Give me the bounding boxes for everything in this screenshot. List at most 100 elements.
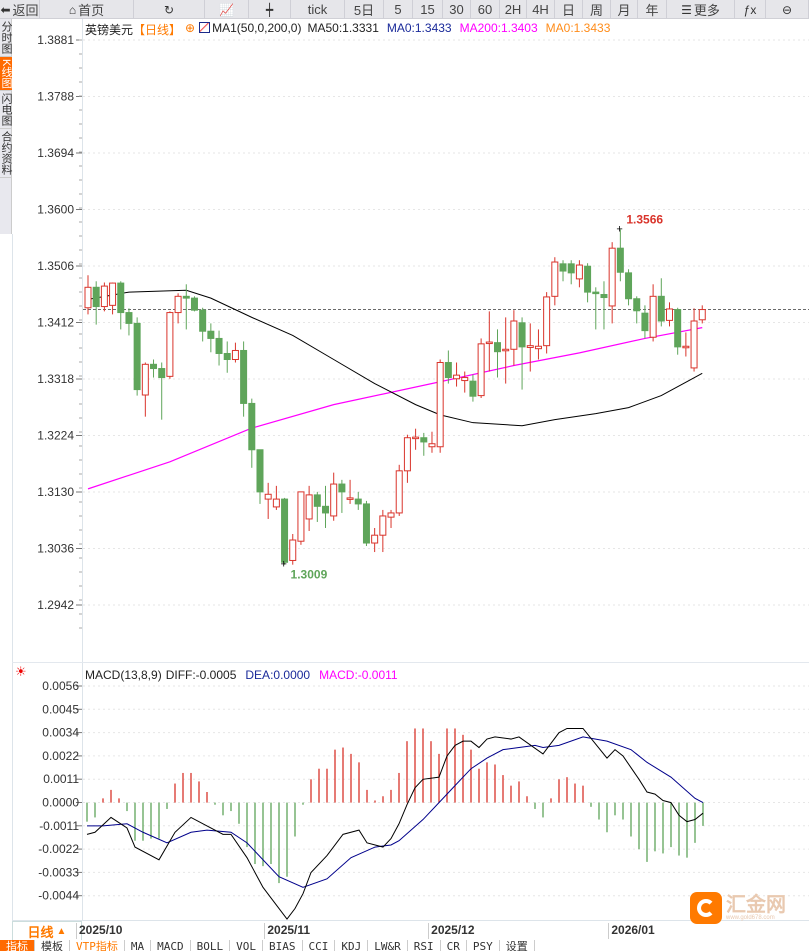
toolbar-button-5[interactable]: tick xyxy=(291,0,345,19)
candle-down xyxy=(182,295,190,299)
candle-down xyxy=(616,247,624,273)
price-tick-label: 1.3130 xyxy=(37,485,74,499)
date-label: 2026/01 xyxy=(608,923,655,939)
toolbar-button-16[interactable]: 年 xyxy=(638,0,667,19)
toolbar-label: 15 xyxy=(420,2,435,17)
candle-down xyxy=(469,380,477,397)
candle-down xyxy=(420,437,428,443)
candle-down xyxy=(444,362,452,379)
indicator-tab-7[interactable]: BIAS xyxy=(263,940,303,951)
indicator-tab-3[interactable]: MA xyxy=(125,940,152,951)
logo-url: www.gold678.com xyxy=(726,915,775,921)
candle-up xyxy=(682,345,690,349)
symbol-name: 英镑美元 xyxy=(85,23,134,37)
indicator-tab-9[interactable]: KDJ xyxy=(335,940,369,951)
macd-tick-label: 0.0045 xyxy=(42,702,79,716)
indicator-tabs: 指标 模板 VTP指标 MA MACD BOLL VOL BIAS CCI KDJ LW&R RSI C… xyxy=(0,940,809,951)
toolbar-button-12[interactable]: 4H xyxy=(527,0,555,19)
indicator-tab-1[interactable]: 模板 xyxy=(35,940,70,951)
indicator-tab-6[interactable]: VOL xyxy=(230,940,263,951)
indicator-tab-0[interactable]: 指标 xyxy=(0,940,35,951)
toolbar-label: 60 xyxy=(477,2,493,17)
ma50-line xyxy=(87,289,703,427)
date-label: 2025/11 xyxy=(264,923,310,939)
zoom-out-icon: ⊖ xyxy=(781,2,793,17)
indicator-tab-8[interactable]: CCI xyxy=(303,940,336,951)
macd-tick-label: -0.0033 xyxy=(38,865,79,879)
candle-up xyxy=(665,308,673,321)
candle-up xyxy=(502,348,510,352)
macd-value: MACD:-0.0011 xyxy=(319,668,398,682)
candle-up xyxy=(453,374,461,380)
indicator-tab-2[interactable]: VTP指标 xyxy=(70,940,125,951)
toolbar-button-indicator-chart[interactable]: 📈 xyxy=(205,0,249,19)
indicator-tab-12[interactable]: CR xyxy=(441,940,467,951)
candlestick-icon: ┿ xyxy=(265,2,274,17)
indicator-tab-11[interactable]: RSI xyxy=(408,940,441,951)
side-tab-2[interactable]: 闪电图 xyxy=(0,91,12,130)
candle-down xyxy=(559,263,567,272)
toolbar-button-9[interactable]: 30 xyxy=(443,0,471,19)
candle-up xyxy=(551,261,559,297)
candle-up xyxy=(477,343,485,397)
candle-down xyxy=(199,309,207,332)
indicator-tab-5[interactable]: BOLL xyxy=(191,940,231,951)
macd-settings-icon[interactable]: ☀ xyxy=(15,664,27,679)
toolbar-button-7[interactable]: 5 xyxy=(384,0,413,19)
settings-target-icon[interactable]: ⊕ xyxy=(185,21,196,35)
candle-down xyxy=(133,322,141,391)
toolbar-button-10[interactable]: 60 xyxy=(471,0,500,19)
candle-down xyxy=(600,294,608,299)
toolbar-button-8[interactable]: 15 xyxy=(413,0,443,19)
toolbar-label: 4H xyxy=(532,2,549,17)
candle-up xyxy=(436,362,444,448)
dea-line xyxy=(87,736,704,888)
indicator-icon[interactable] xyxy=(199,22,211,33)
candle-up xyxy=(387,512,395,518)
indicator-name: MA1(50,0,200,0) xyxy=(212,21,302,35)
toolbar-button-1[interactable]: ⌂ 首页 xyxy=(40,0,134,19)
side-tab-0[interactable]: 分时图 xyxy=(0,19,12,57)
macd-tick-label: 0.0000 xyxy=(42,796,79,810)
toolbar-button-fx[interactable]: ƒx xyxy=(735,0,766,19)
toolbar-button-0[interactable]: ⬅ 返回 xyxy=(0,0,40,19)
ma50-value: MA50:1.3331 xyxy=(307,21,379,35)
toolbar-button-15[interactable]: 月 xyxy=(611,0,638,19)
macd-tick-label: 0.0034 xyxy=(42,726,79,740)
side-tab-3[interactable]: 合约资料 xyxy=(0,129,12,179)
period-label: 【日线】 xyxy=(133,23,182,37)
toolbar-button-candlestick[interactable]: ┿ xyxy=(249,0,291,19)
candle-down xyxy=(322,505,330,514)
toolbar-label: 日 xyxy=(561,3,575,18)
pane-divider[interactable] xyxy=(12,662,809,663)
indicator-tab-4[interactable]: MACD xyxy=(151,940,191,951)
candle-down xyxy=(567,263,575,274)
candle-down xyxy=(158,368,166,379)
toolbar-button-6[interactable]: 5日 xyxy=(345,0,384,19)
price-tick-label: 1.3412 xyxy=(37,316,74,330)
toolbar-label: 周 xyxy=(589,3,603,18)
toolbar-button-11[interactable]: 2H xyxy=(500,0,527,19)
period-selector[interactable]: 日线 ▲ xyxy=(12,921,82,941)
diff-value: DIFF:-0.0005 xyxy=(165,668,237,682)
toolbar-label: 返回 xyxy=(12,3,39,18)
indicator-tab-14[interactable]: 设置 xyxy=(500,940,535,951)
indicator-tab-13[interactable]: PSY xyxy=(467,940,500,951)
indicator-tab-10[interactable]: LW&R xyxy=(368,940,408,951)
toolbar-button-17[interactable]: ☰ 更多 xyxy=(667,0,735,19)
toolbar-label: 更多 xyxy=(693,3,720,18)
toolbar-button-13[interactable]: 日 xyxy=(555,0,583,19)
candle-up xyxy=(166,312,174,377)
candle-up xyxy=(272,498,280,508)
macd-tick-label: -0.0044 xyxy=(38,889,79,903)
macd-legend: MACD(13,8,9) DIFF:-0.0005 DEA:0.0000 MAC… xyxy=(85,668,398,682)
candle-down xyxy=(674,309,682,348)
candle-up xyxy=(649,295,657,338)
side-tab-1[interactable]: K线图 xyxy=(0,57,12,92)
ma200-value: MA200:1.3403 xyxy=(459,21,538,35)
candle-down xyxy=(125,312,133,324)
candle-down xyxy=(240,349,248,404)
toolbar-button-refresh[interactable]: ↻ xyxy=(134,0,205,19)
toolbar-button-14[interactable]: 周 xyxy=(583,0,611,19)
